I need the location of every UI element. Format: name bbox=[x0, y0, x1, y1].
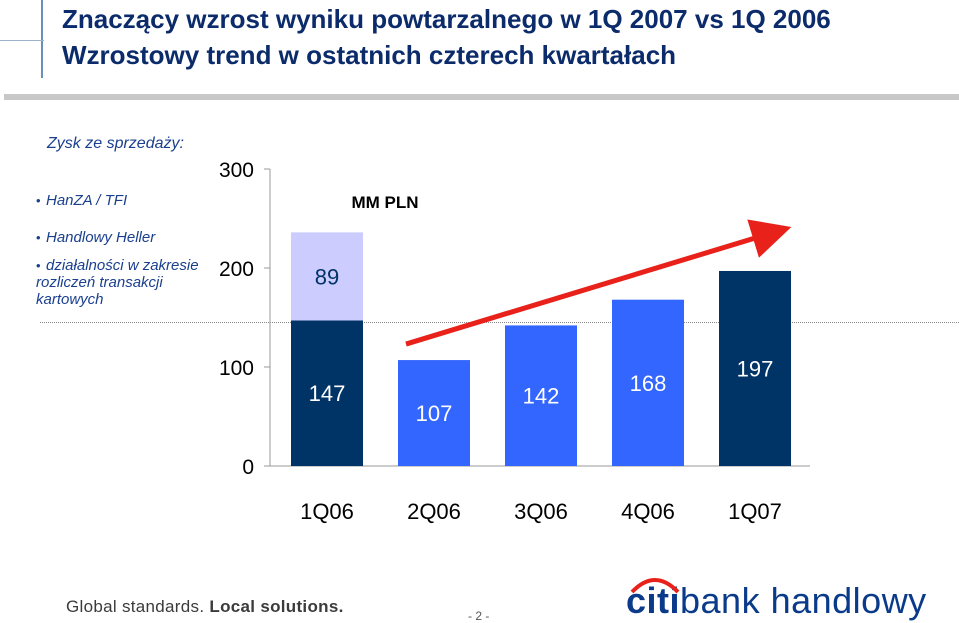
accent-horizontal-line bbox=[0, 40, 44, 41]
unit-label: MM PLN bbox=[351, 193, 418, 212]
data-label: 107 bbox=[416, 401, 453, 426]
bar-segment bbox=[291, 320, 363, 466]
sidebar-item-label: Handlowy Heller bbox=[46, 229, 156, 246]
sidebar-item-label: działalności w zakresie rozliczeń transa… bbox=[36, 257, 199, 308]
logo-arc-icon bbox=[630, 578, 680, 594]
data-label: 197 bbox=[737, 356, 774, 381]
dotted-divider bbox=[40, 322, 959, 323]
y-tick-label: 100 bbox=[219, 357, 254, 380]
trend-arrow bbox=[405, 219, 792, 347]
x-category-label: 3Q06 bbox=[514, 499, 568, 524]
x-category-label: 2Q06 bbox=[407, 499, 461, 524]
tagline-solutions: Local solutions. bbox=[209, 597, 344, 616]
bullet-icon: • bbox=[36, 193, 41, 208]
bullet-icon: • bbox=[36, 258, 41, 273]
y-tick-label: 200 bbox=[219, 258, 254, 281]
tagline-standards: Global standards. bbox=[66, 597, 205, 616]
page-subtitle: Wzrostowy trend w ostatnich czterech kwa… bbox=[62, 40, 677, 70]
data-label: 147 bbox=[309, 381, 346, 406]
sidebar-heading: Zysk ze sprzedaży: bbox=[47, 135, 184, 152]
footer-tagline: Global standards. Local solutions. bbox=[66, 597, 344, 617]
bullet-icon: • bbox=[36, 230, 41, 245]
data-label: 168 bbox=[630, 371, 667, 396]
bar-segment bbox=[719, 270, 791, 466]
bar-segment bbox=[612, 299, 684, 466]
sidebar-item: • Handlowy Heller bbox=[36, 229, 155, 246]
y-tick-label: 300 bbox=[219, 159, 254, 182]
x-category-label: 4Q06 bbox=[621, 499, 675, 524]
header-divider bbox=[4, 94, 959, 100]
x-category-label: 1Q07 bbox=[728, 499, 782, 524]
sidebar-item-label: HanZA / TFI bbox=[46, 192, 128, 209]
bar-segment bbox=[398, 360, 470, 466]
sidebar-item: • działalności w zakresie rozliczeń trans… bbox=[36, 257, 216, 308]
bar-segment bbox=[505, 325, 577, 466]
bar-chart: 0 100 200 300 147 89 1Q06 107 2Q06 142 3Q06 168 4Q0… bbox=[219, 159, 810, 524]
bar-segment bbox=[291, 232, 363, 321]
logo-bank-text: bank handlowy bbox=[680, 580, 927, 621]
accent-vertical-line bbox=[41, 0, 43, 78]
data-label: 89 bbox=[315, 264, 339, 289]
x-category-label: 1Q06 bbox=[300, 499, 354, 524]
sidebar-item: • HanZA / TFI bbox=[36, 192, 127, 209]
data-label: 142 bbox=[523, 384, 560, 409]
y-tick-label: 0 bbox=[242, 456, 254, 479]
page-number: - 2 - bbox=[468, 609, 490, 623]
citibank-logo: citibank handlowy bbox=[626, 578, 927, 622]
page-title: Znaczący wzrost wyniku powtarzalnego w 1… bbox=[62, 4, 831, 34]
